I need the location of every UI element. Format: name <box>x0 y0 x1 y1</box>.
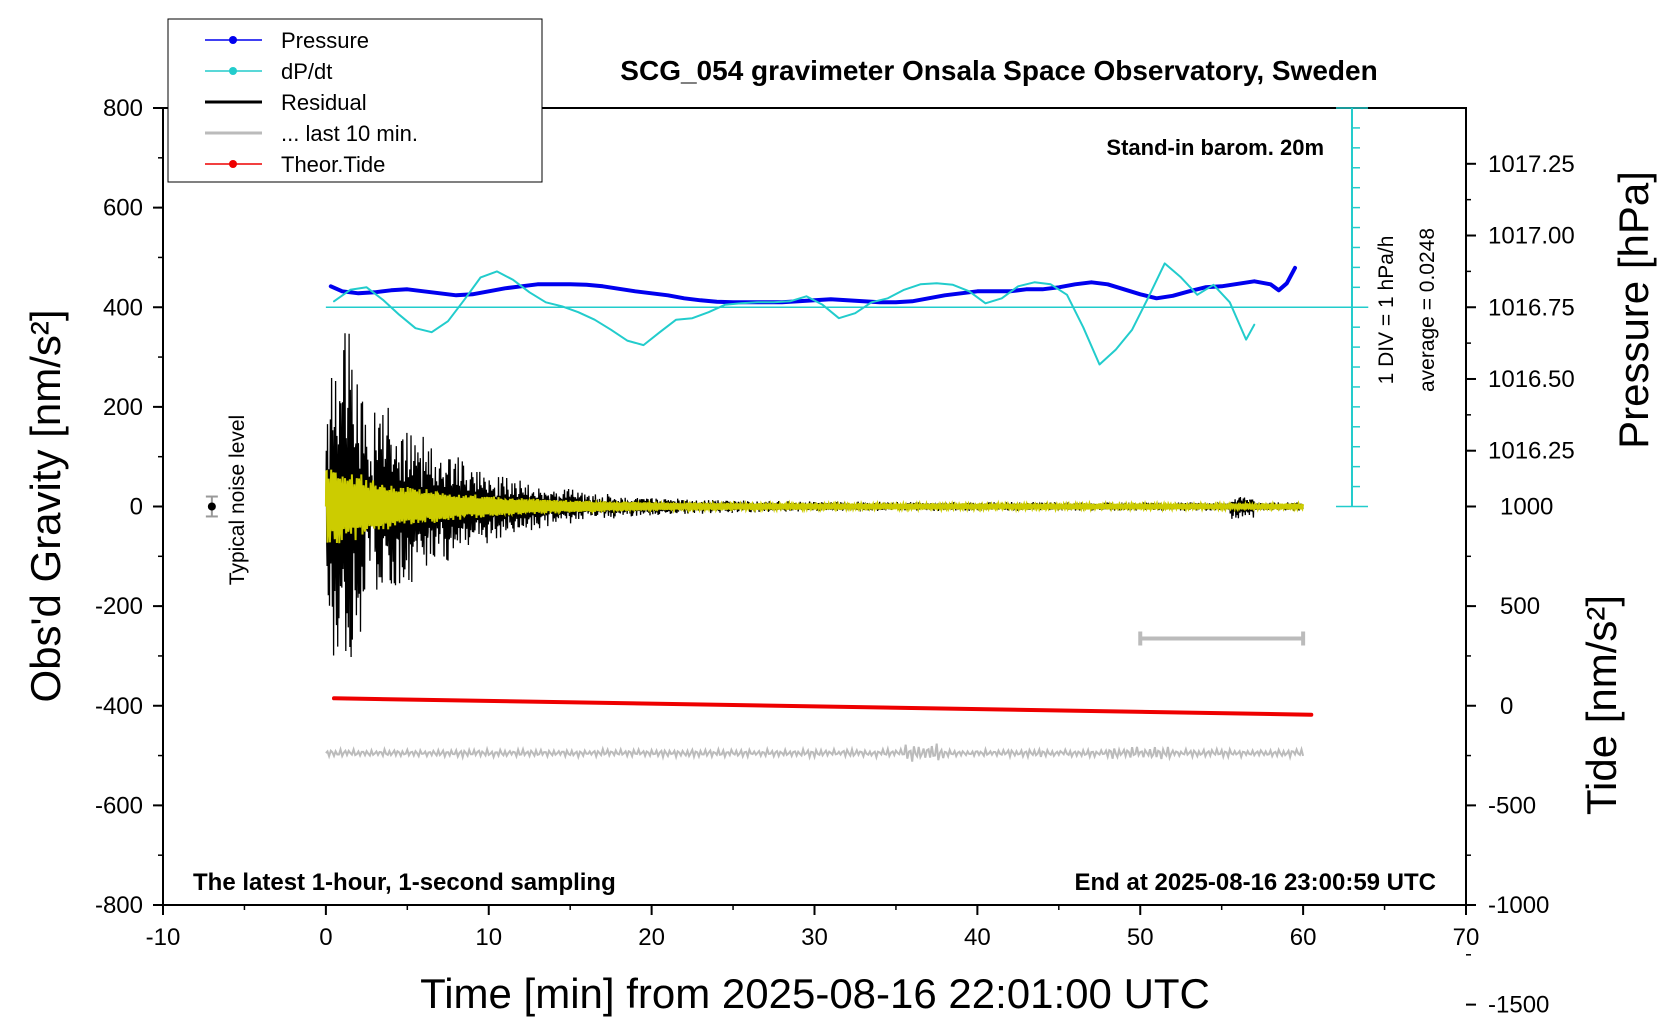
pressure-tick-label: 1016.75 <box>1488 294 1575 321</box>
dpdt-average-label: average = 0.0248 <box>1416 228 1439 392</box>
pressure-axis-ticks: 1017.25 1017.00 1016.75 1016.50 1016.25 <box>1465 108 1575 465</box>
last10-trace <box>325 743 1305 762</box>
y-tick-label: 600 <box>103 195 143 222</box>
pressure-tick-label: 1016.25 <box>1488 438 1575 465</box>
y-axis-label-tide: Tide [nm/s²] <box>1578 595 1625 815</box>
tide-tick-label: 500 <box>1500 593 1540 620</box>
series-dp-dt <box>333 262 1256 366</box>
y-tick-label: 200 <box>103 394 143 421</box>
y-axis-label-pressure: Pressure [hPa] <box>1610 171 1657 449</box>
tide-tick-label: -1500 <box>1488 992 1549 1019</box>
filtered-trace-layer <box>324 469 1305 544</box>
tide-tick-label: 1000 <box>1500 494 1553 521</box>
chart-title: SCG_054 gravimeter Onsala Space Observat… <box>620 55 1377 86</box>
series-pressure <box>328 265 1297 305</box>
pressure-tick-label: 1017.00 <box>1488 223 1575 250</box>
x-tick-label: 0 <box>319 924 332 951</box>
last10-trace-layer <box>325 743 1305 762</box>
misc-markers-layer <box>205 495 1306 646</box>
x-tick-label: 40 <box>964 924 991 951</box>
y-tick-label: 800 <box>103 95 143 122</box>
filtered-trace <box>324 469 1305 544</box>
barometer-note: Stand-in barom. 20m <box>1106 135 1324 160</box>
pressure-tick-label: 1016.50 <box>1488 366 1575 393</box>
legend-swatch-marker <box>229 67 237 75</box>
legend-label: dP/dt <box>281 59 332 84</box>
tide-tick-label: -500 <box>1488 792 1536 819</box>
x-tick-label: -10 <box>146 924 181 951</box>
y-tick-label: 400 <box>103 294 143 321</box>
noise-level-label: Typical noise level <box>226 415 249 585</box>
y-tick-label: -800 <box>95 892 143 919</box>
x-tick-label: 10 <box>475 924 502 951</box>
y-axis-ticks: 800 600 400 200 0 -200 -400 -600 -800 <box>95 95 163 919</box>
y-tick-label: -400 <box>95 693 143 720</box>
x-tick-label: 70 <box>1453 924 1480 951</box>
legend-label: Pressure <box>281 28 369 53</box>
x-tick-label: 20 <box>638 924 665 951</box>
pressure-tick-label: 1017.25 <box>1488 151 1575 178</box>
series-layer <box>328 262 1314 717</box>
x-tick-label: 60 <box>1290 924 1317 951</box>
x-axis-label: Time [min] from 2025-08-16 22:01:00 UTC <box>420 970 1210 1017</box>
residual-trace-layer <box>325 333 1304 658</box>
end-time-note: End at 2025-08-16 23:00:59 UTC <box>1075 869 1437 896</box>
x-axis-ticks: -10 0 10 20 30 40 50 60 70 <box>146 905 1480 951</box>
series-theor-tide <box>332 696 1314 717</box>
y-tick-label: -200 <box>95 593 143 620</box>
y-axis-label-gravity: Obs'd Gravity [nm/s²] <box>22 309 69 702</box>
residual-trace <box>325 333 1304 658</box>
dpdt-div-label: 1 DIV = 1 hPa/h <box>1375 236 1398 385</box>
tide-axis-ticks: 1000 500 0 -500 -1000 -1500 <box>1466 494 1553 1019</box>
tide-tick-label: -1000 <box>1488 892 1549 919</box>
tide-tick-label: 0 <box>1500 693 1513 720</box>
legend: Pressure dP/dt Residual ... last 10 min. The… <box>167 18 543 183</box>
y-tick-label: -600 <box>95 792 143 819</box>
legend-label: Residual <box>281 90 367 115</box>
legend-swatch-marker <box>229 160 237 168</box>
dpdt-scale-layer <box>1335 107 1368 508</box>
x-tick-label: 50 <box>1127 924 1154 951</box>
x-tick-label: 30 <box>801 924 828 951</box>
y-tick-label: 0 <box>130 494 143 521</box>
legend-label: ... last 10 min. <box>281 121 418 146</box>
noise-level-dot <box>207 502 216 511</box>
legend-swatch-marker <box>229 36 237 44</box>
sampling-note: The latest 1-hour, 1-second sampling <box>193 869 616 896</box>
legend-label: Theor.Tide <box>281 152 385 177</box>
